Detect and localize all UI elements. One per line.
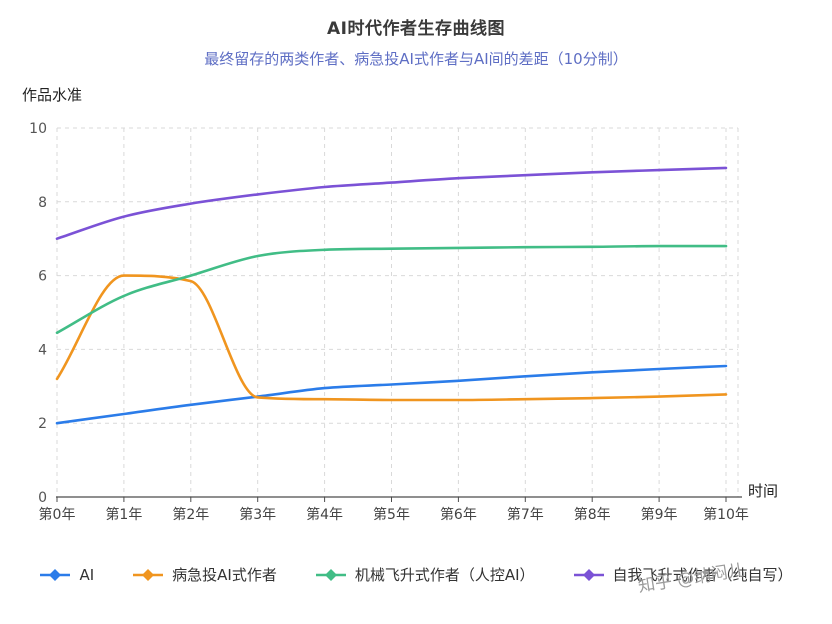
legend-item[interactable]: 病急投AI式作者 [132, 564, 277, 585]
chart-title: AI时代作者生存曲线图 [327, 19, 505, 39]
x-tick-label: 第4年 [306, 506, 343, 523]
legend-marker-icon [573, 568, 604, 581]
legend-marker-icon [315, 568, 346, 581]
x-tick-label: 第6年 [440, 506, 477, 523]
legend-label: AI [79, 565, 95, 584]
x-tick-label: 第1年 [105, 506, 142, 523]
legend-label: 机械飞升式作者（人控AI） [354, 566, 535, 584]
x-tick-label: 第8年 [574, 506, 611, 523]
x-axis-title: 时间 [748, 482, 779, 500]
series-line [55, 364, 728, 425]
y-axis-title: 作品水准 [22, 86, 83, 104]
chart-subtitle: 最终留存的两类作者、病急投AI式作者与AI间的差距（10分制） [204, 50, 628, 68]
x-tick-label: 第9年 [641, 506, 678, 523]
series-line [55, 166, 728, 240]
legend-label: 病急投AI式作者 [172, 566, 277, 584]
x-tick-label: 第5年 [373, 506, 410, 523]
x-tick-label: 第0年 [39, 506, 76, 523]
y-tick-label: 10 [29, 121, 47, 137]
x-tick-label: 第10年 [703, 506, 749, 523]
legend-item[interactable]: 机械飞升式作者（人控AI） [315, 564, 535, 585]
y-tick-label: 0 [38, 490, 47, 506]
x-tick-label: 第3年 [239, 506, 276, 523]
y-tick-label: 2 [38, 416, 47, 432]
plot-area: 0 2 4 6 8 10 第0年 第1年 第2年 第3年 第4年 第5年 第6年 第7年 第8年 第9年 第10… [29, 121, 749, 523]
series-line [55, 244, 728, 335]
legend-marker-icon [40, 568, 71, 581]
x-tick-label: 第2年 [172, 506, 209, 523]
legend-marker-icon [133, 568, 164, 581]
legend: AI 病急投AI式作者 机械飞升式作者（人控AI） 自我飞升式作者（纯自写） [0, 564, 832, 585]
legend-item[interactable]: 自我飞升式作者（纯自写） [573, 564, 793, 585]
y-tick-label: 8 [38, 195, 47, 211]
watermark: 知乎 @纳闷儿 [636, 560, 747, 597]
x-tick-label: 第7年 [507, 506, 544, 523]
y-tick-label: 6 [38, 269, 47, 285]
series-line [55, 274, 728, 402]
y-tick-label: 4 [38, 342, 47, 358]
legend-item[interactable]: AI [39, 566, 94, 584]
legend-label: 自我飞升式作者（纯自写） [612, 566, 793, 584]
